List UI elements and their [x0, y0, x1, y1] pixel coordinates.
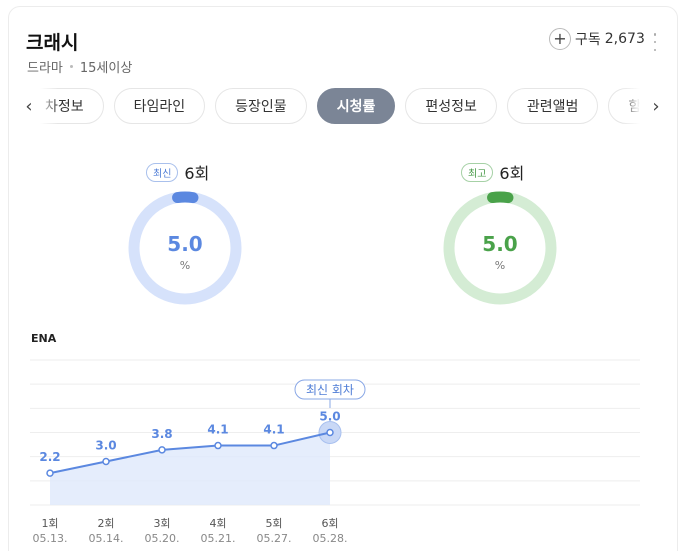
- data-label: 4.1: [263, 423, 284, 437]
- chevron-left-icon[interactable]: ‹: [25, 95, 33, 117]
- more-options-icon[interactable]: [652, 33, 658, 51]
- date-tick: 05.27.: [256, 532, 292, 545]
- plus-circle-icon: +: [549, 28, 571, 50]
- x-tick-label: 5회 05.27.: [249, 515, 299, 545]
- tab-3[interactable]: 시청률: [316, 88, 396, 124]
- latest-badge: 최신: [146, 162, 179, 182]
- tab-1[interactable]: 타임라인: [113, 88, 206, 124]
- data-point[interactable]: [158, 446, 166, 454]
- episode-tick: 3회: [153, 517, 171, 530]
- latest-rating-donut: [128, 191, 242, 305]
- annotation-box: [294, 379, 366, 400]
- latest-rating-value: 5.0: [167, 232, 203, 256]
- best-rating-value: 5.0: [482, 232, 518, 256]
- best-rating-label: 5.0 %: [440, 232, 560, 272]
- best-episode: 6회: [499, 164, 525, 183]
- best-donut-arc: [443, 191, 557, 305]
- age-rating-label: 15세이상: [79, 61, 133, 76]
- latest-episode-row: 최신 6회: [146, 160, 209, 184]
- separator-dot: [69, 65, 73, 68]
- subscribe-button[interactable]: + 구독 2,673: [549, 28, 645, 50]
- episode-tick: 2회: [97, 517, 115, 530]
- data-label: 4.1: [207, 423, 228, 437]
- best-rating-donut: [443, 191, 557, 305]
- data-point[interactable]: [102, 457, 110, 466]
- latest-donut-arc: [128, 191, 242, 305]
- best-badge: 최고: [461, 162, 494, 182]
- genre-label: 드라마: [27, 61, 63, 76]
- date-tick: 05.20.: [144, 532, 180, 545]
- episode-tick: 5회: [265, 517, 283, 530]
- tab-5[interactable]: 관련앨범: [506, 88, 599, 124]
- network-label: ENA: [31, 332, 57, 345]
- data-label: 2.2: [39, 450, 60, 464]
- data-label: 3.8: [151, 427, 172, 441]
- series-area: [50, 432, 330, 505]
- data-point[interactable]: [270, 441, 278, 450]
- tab-bar: ‹ 차정보타임라인등장인물시청률편성정보관련앨범함께 볼 ›: [0, 88, 693, 126]
- best-rating-unit: %: [494, 259, 506, 272]
- episode-tick: 1회: [41, 517, 59, 530]
- date-tick: 05.21.: [200, 532, 236, 545]
- date-tick: 05.28.: [312, 532, 348, 545]
- subscriber-count: 2,673: [604, 31, 645, 47]
- annotation-label: 최신 회차: [306, 383, 354, 397]
- data-point[interactable]: [46, 469, 54, 477]
- series-line: [49, 431, 331, 475]
- data-point[interactable]: [214, 441, 222, 450]
- latest-episode: 6회: [184, 164, 210, 183]
- best-episode-row: 최고 6회: [461, 160, 524, 184]
- x-tick-label: 6회 05.28.: [305, 515, 355, 545]
- x-tick-label: 1회 05.13.: [25, 515, 75, 545]
- data-label: 5.0: [319, 410, 340, 424]
- date-tick: 05.13.: [32, 532, 68, 545]
- data-point[interactable]: [326, 428, 334, 437]
- tab-2[interactable]: 등장인물: [215, 88, 307, 124]
- subscribe-label: 구독: [575, 32, 601, 48]
- program-title: 크래시: [26, 32, 79, 54]
- episode-tick: 6회: [321, 517, 339, 530]
- date-tick: 05.14.: [88, 532, 124, 545]
- x-tick-label: 2회 05.14.: [81, 515, 131, 545]
- tab-4[interactable]: 편성정보: [405, 88, 497, 124]
- chevron-right-icon[interactable]: ›: [652, 95, 660, 117]
- latest-rating-label: 5.0 %: [125, 232, 245, 272]
- x-tick-label: 4회 05.21.: [193, 515, 243, 545]
- data-label: 3.0: [95, 439, 116, 453]
- x-tick-label: 3회 05.20.: [137, 515, 187, 545]
- program-meta: 드라마 15세이상: [27, 57, 132, 76]
- latest-rating-unit: %: [179, 259, 191, 272]
- episode-tick: 4회: [209, 517, 227, 530]
